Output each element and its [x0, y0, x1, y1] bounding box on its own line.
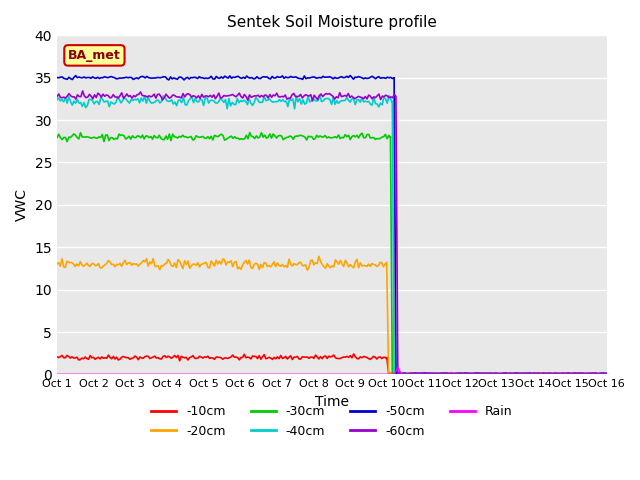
- -10cm: [294, 354, 301, 360]
- Y-axis label: VWC: VWC: [15, 188, 29, 221]
- -20cm: [603, 371, 611, 377]
- -60cm: [603, 371, 611, 376]
- -40cm: [331, 101, 339, 107]
- -50cm: [299, 76, 307, 82]
- -60cm: [262, 93, 270, 98]
- Rain: [53, 372, 61, 377]
- -60cm: [79, 88, 86, 94]
- Rain: [365, 372, 373, 377]
- Rain: [363, 372, 371, 377]
- -20cm: [108, 262, 116, 267]
- -30cm: [109, 135, 116, 141]
- X-axis label: Time: Time: [315, 395, 349, 409]
- -20cm: [186, 265, 193, 271]
- -20cm: [315, 253, 323, 259]
- -30cm: [53, 135, 61, 141]
- Text: BA_met: BA_met: [68, 49, 121, 62]
- -10cm: [53, 354, 61, 360]
- -30cm: [330, 135, 337, 141]
- Rain: [291, 372, 298, 377]
- -50cm: [189, 75, 196, 81]
- Legend: -10cm, -20cm, -30cm, -40cm, -50cm, -60cm, Rain: -10cm, -20cm, -30cm, -40cm, -50cm, -60cm…: [146, 400, 518, 443]
- -30cm: [188, 133, 195, 139]
- -10cm: [350, 351, 358, 357]
- -10cm: [108, 356, 116, 361]
- -60cm: [191, 94, 199, 99]
- -40cm: [390, 371, 398, 377]
- -50cm: [417, 371, 424, 376]
- -50cm: [589, 371, 596, 377]
- -60cm: [422, 371, 429, 377]
- Line: -20cm: -20cm: [57, 256, 607, 374]
- -30cm: [413, 371, 421, 376]
- -50cm: [603, 371, 611, 376]
- -50cm: [260, 74, 268, 80]
- -40cm: [603, 371, 611, 376]
- Rain: [543, 372, 550, 377]
- -60cm: [111, 94, 119, 100]
- Rain: [275, 372, 283, 377]
- Rain: [603, 372, 611, 377]
- -10cm: [255, 353, 263, 359]
- -50cm: [109, 74, 116, 80]
- -20cm: [255, 266, 263, 272]
- -40cm: [316, 93, 324, 98]
- -20cm: [53, 261, 61, 267]
- -40cm: [109, 100, 116, 106]
- -60cm: [334, 95, 342, 101]
- -40cm: [417, 371, 425, 376]
- Line: Rain: Rain: [57, 368, 607, 374]
- -50cm: [346, 72, 354, 78]
- -60cm: [419, 371, 426, 376]
- Rain: [394, 365, 402, 371]
- -30cm: [246, 130, 253, 135]
- -10cm: [410, 371, 418, 376]
- -60cm: [53, 94, 61, 99]
- -20cm: [410, 371, 418, 376]
- -50cm: [53, 75, 61, 81]
- Line: -50cm: -50cm: [57, 75, 607, 374]
- -60cm: [302, 92, 310, 97]
- -10cm: [499, 371, 506, 377]
- Title: Sentek Soil Moisture profile: Sentek Soil Moisture profile: [227, 15, 436, 30]
- -10cm: [325, 353, 333, 359]
- -40cm: [188, 94, 196, 100]
- -50cm: [331, 74, 339, 80]
- -30cm: [603, 371, 611, 376]
- -10cm: [186, 355, 193, 360]
- -30cm: [259, 134, 267, 140]
- -20cm: [429, 371, 436, 377]
- -30cm: [556, 371, 564, 377]
- -40cm: [53, 97, 61, 103]
- -20cm: [326, 265, 334, 271]
- Rain: [139, 372, 147, 377]
- -10cm: [603, 371, 611, 376]
- -20cm: [294, 262, 301, 268]
- Line: -60cm: -60cm: [57, 91, 607, 374]
- -30cm: [298, 133, 305, 139]
- Line: -30cm: -30cm: [57, 132, 607, 374]
- -40cm: [298, 101, 305, 107]
- Line: -10cm: -10cm: [57, 354, 607, 374]
- -40cm: [259, 99, 266, 105]
- Line: -40cm: -40cm: [57, 96, 607, 374]
